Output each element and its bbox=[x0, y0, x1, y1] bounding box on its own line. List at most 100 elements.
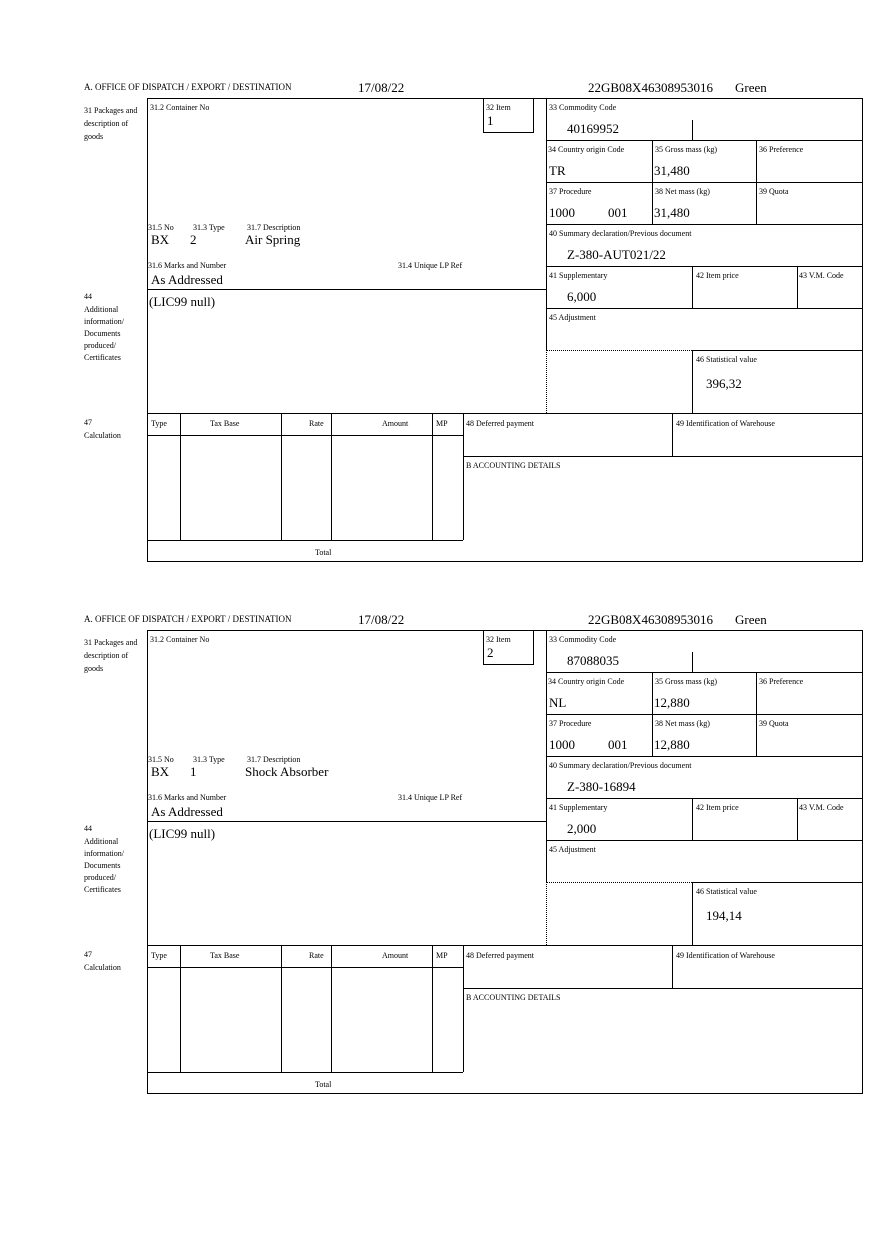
preference-label: 36 Preference bbox=[759, 677, 804, 686]
country-label: 34 Country origin Code bbox=[548, 145, 625, 154]
net-label: 38 Net mass (kg) bbox=[655, 187, 710, 196]
accounting-label: B ACCOUNTING DETAILS bbox=[466, 993, 561, 1002]
container-no-label: 31.2 Container No bbox=[150, 103, 210, 112]
marks-label: 31.6 Marks and Number bbox=[148, 261, 227, 270]
declaration-reference: 22GB08X46308953016 bbox=[588, 80, 713, 95]
statistical-value: 194,14 bbox=[706, 908, 742, 923]
procedure-extra-value: 001 bbox=[608, 737, 628, 752]
divider bbox=[652, 672, 653, 756]
col-amount: Amount bbox=[382, 951, 409, 960]
divider bbox=[147, 967, 463, 968]
dotted-divider bbox=[546, 882, 547, 945]
divider bbox=[692, 120, 693, 140]
declaration-reference: 22GB08X46308953016 bbox=[588, 612, 713, 627]
item-label: 32 Item bbox=[486, 103, 511, 112]
net-value: 31,480 bbox=[654, 205, 690, 220]
description-label: 31.7 Description bbox=[247, 223, 301, 232]
gross-label: 35 Gross mass (kg) bbox=[655, 677, 717, 686]
commodity-label: 33 Commodity Code bbox=[549, 635, 617, 644]
total-label: Total bbox=[315, 548, 332, 557]
divider bbox=[546, 714, 863, 715]
divider bbox=[463, 413, 464, 540]
additional-label: Additional information/ Documents produc… bbox=[84, 305, 124, 362]
item-label: 32 Item bbox=[486, 635, 511, 644]
calc-number-label: 47 bbox=[84, 950, 92, 959]
divider bbox=[652, 140, 653, 224]
form-frame bbox=[147, 630, 863, 1094]
office-heading: A. OFFICE OF DISPATCH / EXPORT / DESTINA… bbox=[84, 614, 292, 624]
divider bbox=[546, 798, 863, 799]
divider bbox=[546, 308, 863, 309]
net-label: 38 Net mass (kg) bbox=[655, 719, 710, 728]
package-count-value: 2 bbox=[190, 232, 197, 247]
divider bbox=[756, 672, 757, 756]
summary-value: Z-380-16894 bbox=[567, 779, 636, 794]
statistical-value: 396,32 bbox=[706, 376, 742, 391]
col-amount: Amount bbox=[382, 419, 409, 428]
warehouse-label: 49 Identification of Warehouse bbox=[676, 419, 775, 428]
divider bbox=[463, 456, 863, 457]
divider bbox=[546, 756, 863, 757]
divider bbox=[797, 798, 798, 840]
additional-label: Additional information/ Documents produc… bbox=[84, 837, 124, 894]
no-label: 31.5 No bbox=[148, 223, 174, 232]
item-price-label: 42 Item price bbox=[696, 803, 739, 812]
gross-label: 35 Gross mass (kg) bbox=[655, 145, 717, 154]
gross-value: 12,880 bbox=[654, 695, 690, 710]
divider bbox=[331, 945, 332, 1072]
commodity-value: 87088035 bbox=[567, 653, 619, 668]
divider bbox=[281, 413, 282, 540]
accounting-label: B ACCOUNTING DETAILS bbox=[466, 461, 561, 470]
col-mp: MP bbox=[436, 419, 448, 428]
divider bbox=[672, 413, 673, 456]
procedure-extra-value: 001 bbox=[608, 205, 628, 220]
quota-label: 39 Quota bbox=[759, 719, 789, 728]
dotted-divider bbox=[546, 882, 692, 883]
packages-label: 31 Packages and description of goods bbox=[84, 106, 138, 141]
type-label: 31.3 Type bbox=[193, 755, 225, 764]
divider bbox=[147, 945, 863, 946]
divider bbox=[546, 182, 863, 183]
statistical-label: 46 Statistical value bbox=[696, 887, 757, 896]
additional-info-value: (LIC99 null) bbox=[149, 294, 216, 309]
divider bbox=[692, 350, 863, 351]
procedure-label: 37 Procedure bbox=[549, 719, 592, 728]
calc-label: Calculation bbox=[84, 431, 121, 440]
divider bbox=[546, 672, 863, 673]
adjustment-label: 45 Adjustment bbox=[549, 845, 596, 854]
col-type: Type bbox=[151, 419, 167, 428]
col-tax-base: Tax Base bbox=[210, 419, 240, 428]
calc-number-label: 47 bbox=[84, 418, 92, 427]
col-rate: Rate bbox=[309, 951, 324, 960]
summary-label: 40 Summary declaration/Previous document bbox=[549, 761, 692, 770]
supplementary-value: 6,000 bbox=[567, 289, 597, 304]
divider bbox=[281, 945, 282, 1072]
summary-value: Z-380-AUT021/22 bbox=[567, 247, 666, 262]
description-value: Shock Absorber bbox=[245, 764, 329, 779]
gross-value: 31,480 bbox=[654, 163, 690, 178]
divider bbox=[692, 652, 693, 672]
deferred-label: 48 Deferred payment bbox=[466, 419, 534, 428]
preference-label: 36 Preference bbox=[759, 145, 804, 154]
procedure-label: 37 Procedure bbox=[549, 187, 592, 196]
country-value: TR bbox=[549, 163, 566, 178]
marks-value: As Addressed bbox=[151, 272, 223, 287]
item-box bbox=[483, 630, 534, 665]
country-label: 34 Country origin Code bbox=[548, 677, 625, 686]
declaration-date: 17/08/22 bbox=[358, 612, 405, 627]
deferred-label: 48 Deferred payment bbox=[466, 951, 534, 960]
col-mp: MP bbox=[436, 951, 448, 960]
divider bbox=[147, 821, 547, 822]
vm-code-label: 43 V.M. Code bbox=[799, 803, 844, 812]
commodity-label: 33 Commodity Code bbox=[549, 103, 617, 112]
statistical-label: 46 Statistical value bbox=[696, 355, 757, 364]
divider bbox=[546, 140, 863, 141]
quota-label: 39 Quota bbox=[759, 187, 789, 196]
divider bbox=[797, 266, 798, 308]
office-heading: A. OFFICE OF DISPATCH / EXPORT / DESTINA… bbox=[84, 82, 292, 92]
form-frame bbox=[147, 98, 863, 562]
description-value: Air Spring bbox=[245, 232, 301, 247]
procedure-value: 1000 bbox=[549, 737, 575, 752]
divider bbox=[147, 540, 463, 541]
divider bbox=[672, 945, 673, 988]
